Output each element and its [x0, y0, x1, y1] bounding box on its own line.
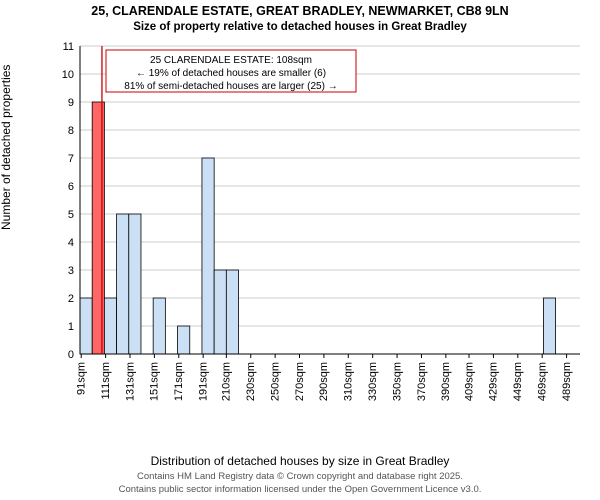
info-box-line: 81% of semi-detached houses are larger (…	[124, 81, 337, 92]
y-tick-label: 3	[68, 265, 74, 277]
y-tick-label: 7	[68, 153, 74, 165]
x-tick-label: 230sqm	[245, 362, 257, 401]
x-tick-label: 390sqm	[440, 362, 452, 401]
x-tick-label: 91sqm	[76, 362, 88, 395]
histogram-plot: 0 1 2 3 4 5 6 7 8 9 10 11 91sqm 111sqm 131sqm 151sqm 171…	[56, 40, 586, 410]
y-tick-label: 2	[68, 293, 74, 305]
chart-title: 25, CLARENDALE ESTATE, GREAT BRADLEY, NE…	[0, 4, 600, 18]
histogram-bar	[80, 298, 92, 354]
y-tick-label: 11	[63, 41, 74, 53]
histogram-bar	[226, 270, 238, 354]
footer-line-2: Contains public sector information licen…	[0, 484, 600, 496]
x-tick-label: 330sqm	[367, 362, 379, 401]
histogram-bar	[202, 158, 214, 354]
x-tick-label: 350sqm	[391, 362, 403, 401]
x-axis-label: Distribution of detached houses by size …	[0, 454, 600, 468]
x-tick-label: 489sqm	[561, 362, 573, 401]
histogram-bar	[129, 214, 141, 354]
x-tick-label: 370sqm	[416, 362, 428, 401]
histogram-bar	[117, 214, 129, 354]
histogram-bar	[543, 298, 555, 354]
y-tick-label: 8	[68, 125, 74, 137]
info-box-line: 25 CLARENDALE ESTATE: 108sqm	[150, 55, 312, 66]
y-tick-label: 9	[68, 97, 74, 109]
y-tick-label: 4	[68, 237, 74, 249]
histogram-bar	[104, 298, 116, 354]
x-tick-label: 290sqm	[318, 362, 330, 401]
x-tick-label: 151sqm	[149, 362, 161, 401]
y-tick-label: 0	[68, 349, 74, 361]
x-tick-label: 131sqm	[124, 362, 136, 401]
x-tick-label: 191sqm	[197, 362, 209, 401]
y-tick-label: 1	[68, 321, 74, 333]
footer-line-1: Contains HM Land Registry data © Crown c…	[0, 471, 600, 483]
attribution-footer: Contains HM Land Registry data © Crown c…	[0, 471, 600, 496]
x-tick-label: 111sqm	[100, 362, 112, 400]
x-tick-label: 310sqm	[343, 362, 355, 401]
info-box-line: ← 19% of detached houses are smaller (6)	[136, 68, 326, 79]
x-tick-label: 429sqm	[488, 362, 500, 401]
histogram-bar	[214, 270, 226, 354]
chart-subtitle: Size of property relative to detached ho…	[0, 21, 600, 33]
x-tick-label: 250sqm	[269, 362, 281, 401]
x-tick-label: 270sqm	[294, 362, 306, 401]
x-tick-label: 210sqm	[221, 362, 233, 401]
histogram-bar	[178, 326, 190, 354]
x-tick-label: 171sqm	[173, 362, 185, 401]
x-tick-label: 449sqm	[512, 362, 524, 401]
histogram-bar	[153, 298, 165, 354]
y-axis-label: Number of detached properties	[0, 65, 13, 230]
y-tick-label: 6	[68, 181, 74, 193]
x-tick-label: 469sqm	[536, 362, 548, 401]
y-tick-label: 10	[62, 69, 74, 81]
y-tick-label: 5	[68, 209, 74, 221]
x-tick-label: 409sqm	[463, 362, 475, 401]
